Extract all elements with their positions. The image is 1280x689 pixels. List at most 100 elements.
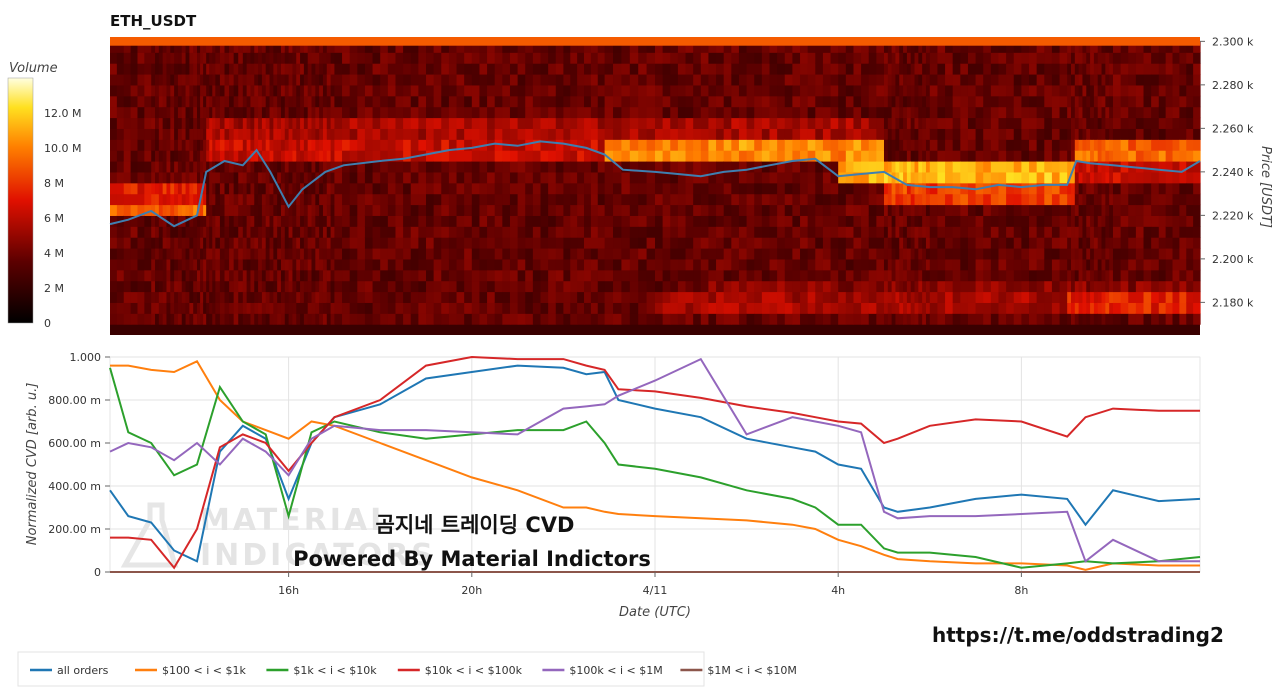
heatmap-cell [441, 237, 450, 249]
heatmap-cell [137, 84, 145, 97]
heatmap-cell [200, 139, 204, 151]
heatmap-cell [646, 247, 656, 260]
heatmap-cell [967, 269, 977, 282]
heatmap-cell [123, 291, 132, 303]
heatmap-cell [1013, 52, 1022, 64]
heatmap-cell [189, 84, 194, 97]
heatmap-cell [548, 204, 557, 216]
heatmap-cell [464, 193, 473, 206]
heatmap-cell [731, 313, 740, 325]
heatmap-cell [746, 139, 755, 151]
heatmap-cell [792, 41, 801, 53]
heatmap-cell [387, 95, 397, 108]
heatmap-cell [1051, 171, 1061, 184]
heatmap-cell [716, 73, 725, 86]
heatmap-cell [517, 302, 526, 314]
heatmap-cell [471, 313, 481, 325]
heatmap-cell [212, 247, 216, 260]
heatmap-cell [1071, 302, 1076, 314]
heatmap-cell [769, 247, 778, 260]
heatmap-cell [777, 247, 786, 260]
heatmap-cell [918, 160, 923, 173]
heatmap-cell [807, 139, 816, 151]
heatmap-cell [731, 302, 740, 314]
heatmap-cell [110, 63, 118, 75]
heatmap-cell [738, 41, 748, 53]
heatmap-cell [670, 204, 679, 216]
heatmap-cell [254, 237, 259, 249]
heatmap-cell [254, 128, 259, 140]
heatmap-cell [677, 41, 687, 53]
heatmap-cell [1074, 280, 1080, 293]
heatmap-cell [224, 258, 230, 271]
heatmap-cell [967, 291, 977, 303]
heatmap-cell [918, 291, 923, 303]
heatmap-cell [288, 41, 294, 53]
heatmap-cell [540, 73, 549, 86]
heatmap-cell [372, 128, 381, 140]
heatmap-cell [364, 63, 374, 75]
legend-label: $100 < i < $1k [162, 664, 246, 677]
heatmap-cell [181, 182, 187, 195]
heatmap-cell [1128, 63, 1137, 75]
heatmap-cell [1135, 291, 1145, 303]
heatmap-cell [1029, 95, 1038, 108]
heatmap-cell [315, 204, 320, 216]
heatmap-cell [200, 171, 204, 184]
heatmap-cell [509, 291, 519, 303]
heatmap-cell [185, 204, 190, 216]
heatmap-cell [193, 95, 198, 108]
heatmap-cell [130, 313, 139, 325]
heatmap-cell [1101, 139, 1106, 151]
heatmap-cell [906, 258, 912, 271]
heatmap-cell [1109, 128, 1114, 140]
heatmap-cell [903, 171, 908, 184]
heatmap-cell [1179, 182, 1187, 195]
heatmap-cell [380, 291, 389, 303]
heatmap-cell [342, 258, 351, 271]
heatmap-cell [700, 128, 710, 140]
heatmap-cell [162, 313, 168, 325]
heatmap-cell [357, 171, 366, 184]
heatmap-cell [456, 226, 465, 238]
heatmap-cell [662, 160, 671, 173]
heatmap-cell [311, 302, 316, 314]
heatmap-cell [1090, 160, 1095, 173]
heatmap-cell [349, 84, 358, 97]
heatmap-cell [1186, 95, 1194, 108]
heatmap-cell [899, 269, 904, 282]
heatmap-cell [1109, 52, 1114, 64]
heatmap-cell [777, 106, 786, 119]
heatmap-cell [998, 52, 1007, 64]
heatmap-cell [853, 226, 862, 238]
heatmap-cell [319, 280, 324, 293]
heatmap-cell [448, 193, 458, 206]
heatmap-cell [662, 128, 671, 140]
heatmap-cell [853, 52, 862, 64]
heatmap-cell [269, 106, 274, 119]
heatmap-cell [144, 302, 152, 314]
heatmap-cell [1059, 258, 1068, 271]
heatmap-cell [1151, 313, 1160, 325]
heatmap-cell [200, 204, 204, 216]
heatmap-cell [517, 128, 526, 140]
heatmap-cell [166, 63, 171, 75]
heatmap-cell [1112, 237, 1122, 249]
heatmap-cell [200, 193, 204, 206]
heatmap-cell [116, 106, 125, 119]
heatmap-cell [584, 237, 592, 249]
heatmap-cell [1078, 150, 1084, 162]
heatmap-cell [738, 52, 748, 64]
heatmap-cell [418, 204, 427, 216]
heatmap-cell [479, 193, 488, 206]
heatmap-cell [410, 258, 419, 271]
heatmap-cell [1067, 182, 1072, 195]
heatmap-cell [952, 313, 961, 325]
heatmap-cell [300, 226, 305, 238]
heatmap-cell [983, 150, 992, 162]
telegram-link[interactable]: https://t.me/oddstrading2 [932, 623, 1224, 647]
heatmap-cell [319, 269, 324, 282]
heatmap-cell [334, 150, 343, 162]
heatmap-cell [410, 84, 419, 97]
heatmap-cell [269, 41, 274, 53]
